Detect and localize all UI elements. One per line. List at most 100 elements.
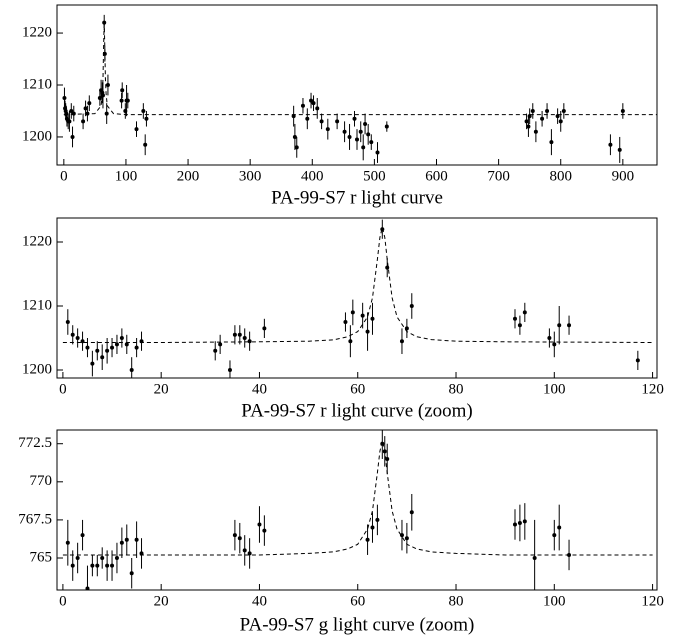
data-point	[409, 304, 414, 308]
data-point	[129, 368, 134, 372]
data-point	[524, 119, 529, 124]
data-point	[300, 103, 305, 108]
x-tick-label: 120	[641, 381, 664, 397]
data-point	[95, 348, 100, 353]
data-point	[557, 525, 562, 530]
data-point	[620, 108, 625, 113]
data-point	[242, 336, 247, 340]
data-point	[124, 537, 129, 542]
data-point	[517, 520, 522, 525]
data-point	[292, 134, 297, 139]
data-point	[343, 320, 348, 324]
data-point	[557, 323, 562, 328]
fit-curve	[62, 227, 653, 343]
data-point	[399, 339, 404, 344]
data-point	[363, 121, 368, 126]
data-point	[385, 265, 390, 270]
data-point	[65, 540, 70, 545]
data-point	[85, 586, 90, 590]
data-point	[227, 368, 232, 372]
data-point	[370, 525, 375, 530]
data-point	[80, 533, 85, 538]
data-point	[352, 116, 357, 121]
data-point	[635, 358, 640, 363]
data-point	[114, 342, 119, 347]
data-point	[347, 134, 352, 139]
data-point	[342, 129, 347, 134]
y-tick-label: 1210	[22, 76, 52, 92]
fit-curve	[63, 21, 657, 116]
y-tick-label: 767.5	[18, 511, 52, 527]
y-tick-label: 1200	[22, 361, 52, 377]
data-point	[294, 145, 299, 150]
x-tick-label: 800	[549, 168, 572, 184]
data-point	[319, 119, 324, 124]
data-point	[350, 310, 355, 315]
data-point	[71, 111, 76, 116]
data-point	[361, 145, 366, 150]
data-point	[512, 522, 517, 527]
data-point	[110, 345, 115, 350]
data-point	[325, 127, 330, 132]
x-tick-label: 100	[115, 168, 138, 184]
data-point	[213, 348, 218, 353]
data-point	[512, 316, 517, 321]
chart-title: PA-99-S7 r light curve (zoom)	[241, 400, 473, 421]
data-point	[218, 342, 223, 347]
data-point	[120, 88, 125, 93]
data-point	[237, 332, 242, 337]
data-point	[365, 537, 370, 542]
data-point	[399, 533, 404, 538]
x-tick-label: 40	[252, 381, 267, 397]
data-point	[237, 536, 242, 541]
data-point	[81, 119, 86, 124]
data-point	[62, 95, 67, 100]
data-point	[369, 140, 374, 145]
data-point	[144, 116, 149, 121]
data-point	[522, 310, 527, 315]
data-point	[242, 548, 247, 553]
data-point	[291, 114, 296, 119]
data-point	[366, 132, 371, 137]
data-point	[119, 98, 124, 103]
data-point	[80, 339, 85, 344]
data-point	[257, 522, 262, 527]
data-point	[119, 540, 124, 545]
data-point	[100, 355, 105, 360]
x-tick-label: 40	[252, 593, 267, 609]
data-point	[105, 563, 110, 568]
data-point	[375, 517, 380, 522]
data-point	[517, 323, 522, 328]
x-tick-label: 120	[641, 593, 664, 609]
y-tick-label: 1220	[22, 24, 52, 40]
data-point	[404, 536, 409, 541]
data-point	[232, 533, 237, 538]
data-point	[608, 142, 613, 147]
data-point	[545, 108, 550, 113]
x-tick-label: 60	[350, 381, 365, 397]
data-point	[348, 339, 353, 344]
x-tick-label: 100	[543, 381, 566, 397]
data-point	[83, 106, 88, 111]
data-point	[90, 361, 95, 366]
x-tick-label: 0	[59, 381, 67, 397]
x-tick-label: 20	[154, 381, 169, 397]
data-point	[105, 348, 110, 353]
data-point	[530, 108, 535, 113]
x-tick-label: 80	[449, 593, 464, 609]
data-point	[409, 510, 414, 515]
data-point	[305, 116, 310, 121]
x-tick-label: 400	[301, 168, 324, 184]
x-tick-label: 900	[612, 168, 635, 184]
data-point	[247, 551, 252, 556]
data-point	[549, 140, 554, 145]
data-point	[125, 98, 130, 103]
data-point	[526, 124, 531, 129]
data-point	[311, 101, 316, 106]
data-point	[129, 571, 134, 576]
data-point	[547, 336, 552, 340]
data-point	[247, 339, 252, 344]
data-point	[141, 108, 146, 113]
